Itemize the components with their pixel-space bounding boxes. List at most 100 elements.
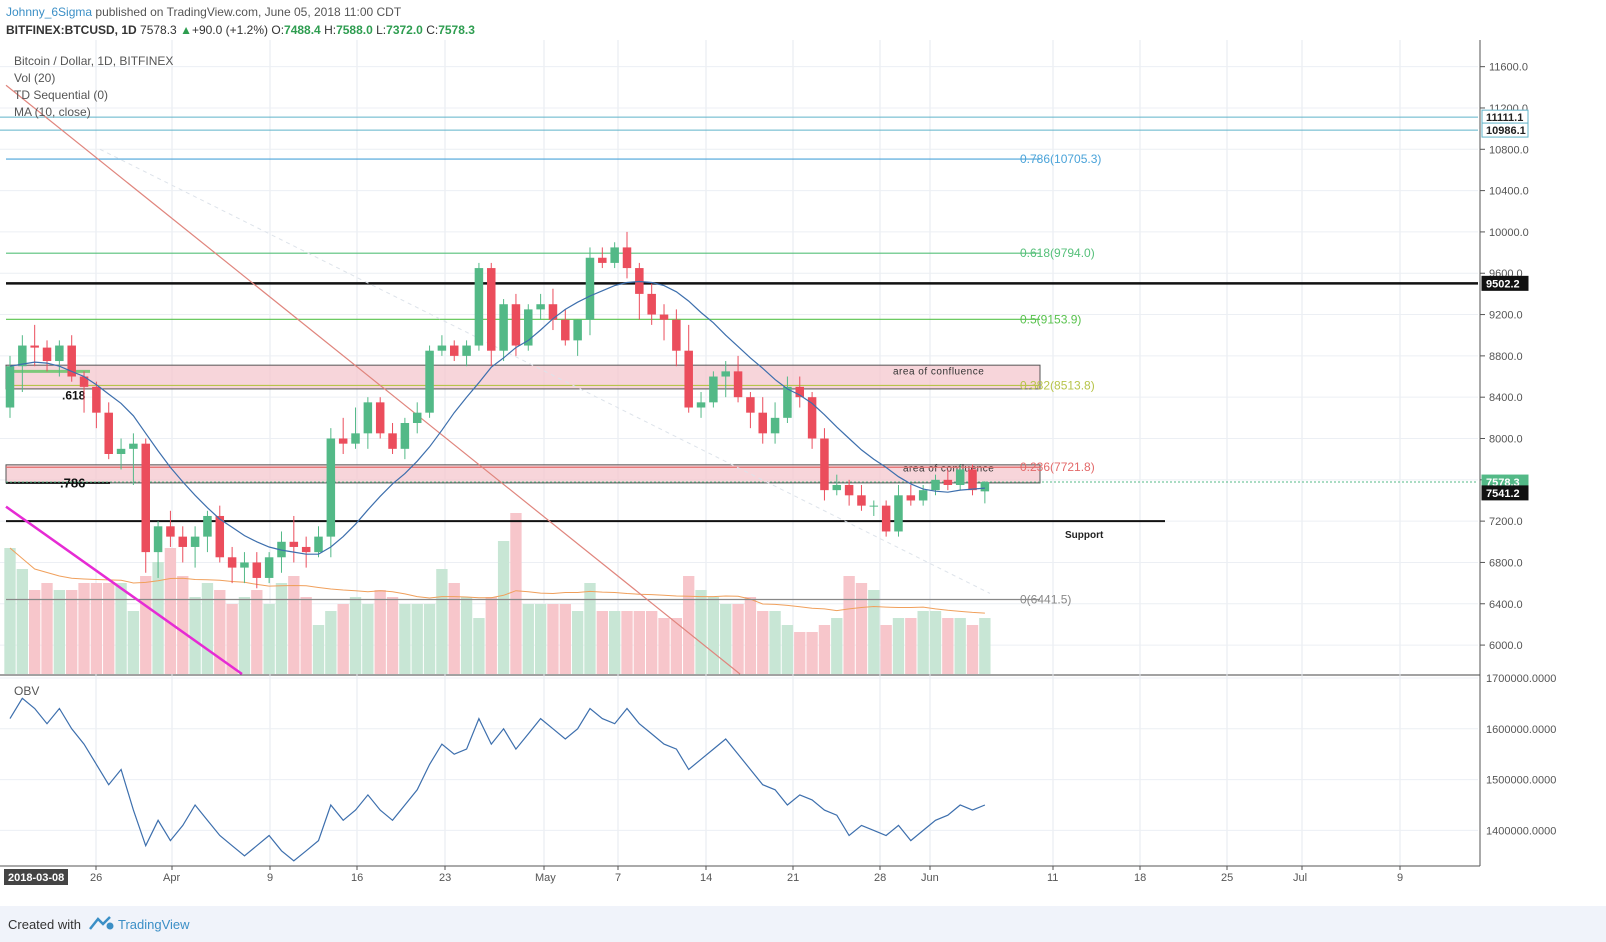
legend-td-sequential[interactable]: TD Sequential (0) (14, 88, 109, 102)
price-change: +90.0 (+1.2%) (191, 23, 269, 37)
volume-bar (4, 548, 16, 674)
volume-bar (794, 632, 806, 674)
candle-body (178, 536, 188, 547)
volume-bar (670, 618, 683, 674)
author-link[interactable]: Johnny_6Sigma (6, 5, 93, 19)
volume-bar (584, 583, 596, 674)
volume-bar (966, 625, 979, 674)
fib-618-label: .618 (62, 388, 86, 402)
candle-body (548, 304, 558, 320)
volume-bar (695, 590, 707, 674)
price-tag-box (1481, 275, 1529, 291)
candle-body (487, 268, 496, 351)
volume-bar (658, 618, 670, 674)
chart-area[interactable]: area of confluence area of confluence 0.78… (0, 40, 1606, 906)
candle-body (116, 448, 126, 454)
time-axis-label: May (535, 872, 556, 884)
publish-line: Johnny_6Sigma published on TradingView.c… (6, 5, 401, 19)
volume-bar (646, 611, 658, 674)
candle-body (733, 371, 743, 398)
candle-body (314, 536, 323, 553)
volume-bar (423, 604, 436, 674)
volume-bar (115, 583, 127, 674)
candle-body (598, 257, 607, 263)
volume-bar (843, 576, 855, 674)
candle-body (931, 479, 940, 491)
time-axis-label: 16 (351, 872, 363, 884)
fib-level-label: 0.786(10705.3) (1020, 152, 1101, 166)
candle-body (55, 345, 64, 362)
volume-bar (954, 618, 966, 674)
candle-body (153, 526, 163, 553)
volume-bar (942, 618, 954, 674)
volume-bar (757, 611, 769, 674)
published-text: published on TradingView.com, June 05, 2… (95, 5, 402, 19)
volume-bar (892, 618, 905, 674)
volume-bar (818, 625, 831, 674)
volume-bar (53, 590, 66, 674)
price-tag-label: 9502.2 (1486, 278, 1520, 290)
volume-bar (497, 541, 510, 674)
candle-body (388, 433, 397, 449)
candle-body (906, 495, 916, 501)
candle-body (524, 309, 533, 346)
volume-bar (510, 513, 522, 674)
volume-bar (621, 611, 633, 674)
volume-bar (868, 590, 880, 674)
time-axis-start-box (4, 869, 68, 885)
volume-bar (929, 611, 942, 674)
high-label: H: (324, 23, 337, 37)
candle-body (758, 412, 767, 434)
footer: Created with TradingView (0, 906, 1606, 942)
candle-body (659, 314, 669, 320)
candle-body (437, 345, 447, 351)
candle-body (92, 386, 101, 413)
volume-bar (90, 583, 103, 674)
symbol-line: BITFINEX:BTCUSD, 1D 7578.3 ▲+90.0 (+1.2%… (6, 23, 475, 37)
candle-body (721, 371, 730, 377)
volume-bar (374, 590, 386, 674)
volume-bar (707, 597, 720, 674)
price-axis-label: 8000.0 (1489, 434, 1523, 446)
volume-bar (349, 597, 362, 674)
price-axis-label: 8400.0 (1489, 392, 1523, 404)
volume-bar (436, 569, 448, 674)
candle-body (252, 562, 262, 578)
close-label: C: (426, 23, 439, 37)
volume-bar (66, 590, 78, 674)
candle-body (363, 402, 373, 434)
chart-svg[interactable]: area of confluence area of confluence 0.78… (0, 40, 1606, 906)
obv-pane-title: OBV (14, 684, 39, 698)
fib-level-label: 0(6441.5) (1020, 592, 1071, 606)
price-axis-label: 8800.0 (1489, 351, 1523, 363)
low-value: 7372.0 (386, 23, 423, 37)
volume-bar (831, 618, 843, 674)
time-axis-label: 7 (615, 872, 621, 884)
candle-body (67, 345, 76, 377)
candle-body (795, 386, 805, 398)
obv-axis-label: 1600000.0000 (1486, 724, 1556, 736)
volume-bar (633, 611, 646, 674)
candle-body (894, 495, 903, 532)
volume-bar (534, 604, 547, 674)
legend-ma[interactable]: MA (10, close) (14, 105, 91, 119)
candle-body (844, 484, 854, 496)
candle-body (573, 319, 582, 341)
candle-body (240, 562, 249, 568)
open-label: O: (271, 23, 285, 37)
volume-bar (201, 583, 214, 674)
legend-volume[interactable]: Vol (20) (14, 71, 56, 85)
tradingview-brand-link[interactable]: TradingView (118, 917, 190, 932)
volume-bar (917, 611, 929, 674)
volume-bar (448, 583, 460, 674)
volume-bar (411, 604, 423, 674)
volume-bar (485, 597, 497, 674)
up-arrow-icon: ▲ (180, 23, 192, 37)
last-price: 7578.3 (140, 23, 177, 37)
candle-body (622, 247, 632, 269)
price-tag-box (1481, 485, 1529, 501)
volume-bar (979, 618, 991, 674)
volume-bar (288, 576, 300, 674)
candle-body (499, 304, 508, 351)
time-axis-label: 21 (787, 872, 799, 884)
